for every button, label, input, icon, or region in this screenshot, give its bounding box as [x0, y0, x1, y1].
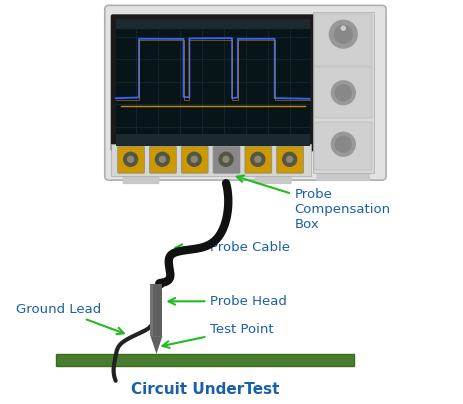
Circle shape	[287, 156, 293, 162]
Bar	[119, 141, 144, 145]
Circle shape	[251, 152, 265, 166]
Circle shape	[156, 152, 169, 166]
Bar	[214, 141, 239, 145]
Bar	[278, 141, 303, 145]
Circle shape	[255, 156, 261, 162]
FancyBboxPatch shape	[105, 5, 386, 180]
Text: Test Point: Test Point	[163, 323, 274, 348]
Circle shape	[124, 152, 138, 166]
Bar	[314, 14, 372, 66]
Circle shape	[187, 152, 201, 166]
Circle shape	[329, 20, 357, 48]
FancyBboxPatch shape	[317, 172, 370, 181]
Circle shape	[159, 156, 165, 162]
FancyBboxPatch shape	[277, 146, 304, 173]
Circle shape	[283, 152, 297, 166]
Circle shape	[128, 156, 134, 162]
Text: Probe
Compensation
Box: Probe Compensation Box	[237, 175, 391, 231]
Bar	[182, 141, 207, 145]
Polygon shape	[150, 336, 163, 354]
Text: Probe Cable: Probe Cable	[175, 241, 290, 254]
Bar	[314, 122, 372, 170]
FancyBboxPatch shape	[213, 146, 240, 173]
FancyBboxPatch shape	[255, 175, 292, 184]
Circle shape	[332, 81, 355, 105]
Bar	[313, 12, 374, 173]
Bar	[150, 284, 153, 336]
Circle shape	[341, 26, 345, 30]
Text: Ground Lead: Ground Lead	[16, 303, 124, 334]
FancyBboxPatch shape	[245, 146, 272, 173]
Circle shape	[332, 133, 355, 156]
Circle shape	[335, 136, 351, 152]
FancyBboxPatch shape	[150, 146, 176, 173]
Bar	[116, 19, 310, 146]
Bar	[56, 354, 354, 366]
Circle shape	[219, 152, 233, 166]
Bar	[111, 144, 311, 176]
FancyBboxPatch shape	[123, 175, 159, 184]
Bar	[116, 135, 310, 146]
Circle shape	[334, 25, 352, 43]
Bar	[150, 284, 163, 336]
Circle shape	[335, 85, 351, 101]
Circle shape	[223, 156, 229, 162]
Bar	[246, 141, 271, 145]
Bar	[116, 19, 310, 29]
FancyBboxPatch shape	[111, 14, 314, 152]
Bar	[150, 141, 175, 145]
Circle shape	[191, 156, 197, 162]
FancyBboxPatch shape	[118, 146, 144, 173]
Text: Probe Head: Probe Head	[169, 295, 287, 308]
Bar	[314, 67, 372, 118]
Text: Circuit UnderTest: Circuit UnderTest	[131, 382, 279, 397]
FancyBboxPatch shape	[181, 146, 208, 173]
